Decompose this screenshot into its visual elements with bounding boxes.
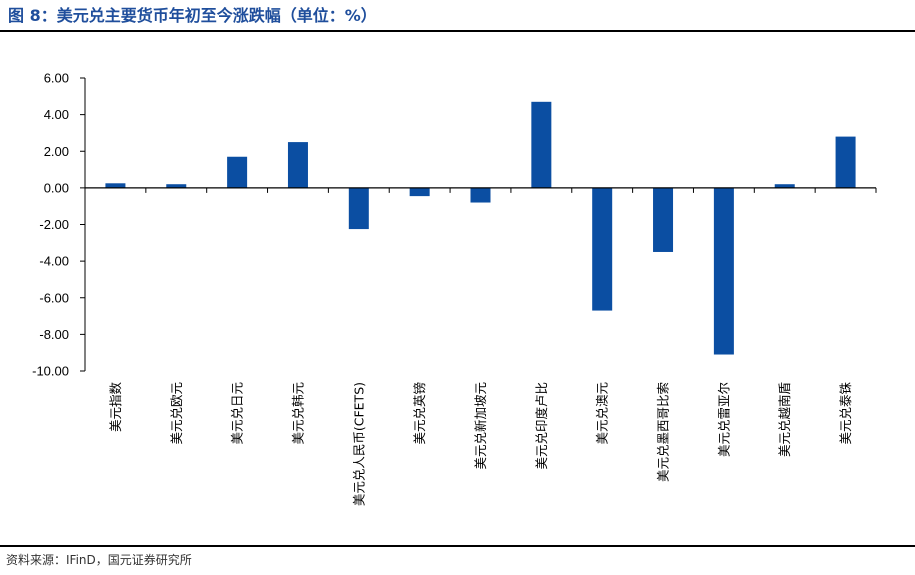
- bar: [166, 184, 187, 188]
- x-axis: [84, 187, 877, 193]
- y-tick-label: -4.00: [39, 254, 69, 269]
- category-label: 美元兑雷亚尔: [716, 382, 731, 457]
- y-tick-label: 6.00: [44, 71, 69, 86]
- category-label: 美元兑人民币(CFETS): [351, 382, 366, 506]
- bar: [592, 187, 613, 311]
- y-axis: 6.00 4.00 2.00 0.00 -2.00 -4.00 -6.00 -8.00 -10.…: [32, 71, 86, 379]
- bar: [348, 187, 369, 230]
- chart-title: 图 8：美元兑主要货币年初至今涨跌幅（单位：%）: [8, 6, 377, 25]
- category-label: 美元兑墨西哥比索: [656, 382, 671, 482]
- bars: [105, 101, 856, 355]
- bar: [653, 187, 674, 252]
- bar-chart: 6.00 4.00 2.00 0.00 -2.00 -4.00 -6.00 -8.00 -10.…: [32, 71, 877, 507]
- bar: [470, 187, 491, 203]
- bar: [105, 183, 126, 188]
- bar: [713, 187, 734, 355]
- bar: [531, 101, 552, 188]
- bottom-divider: [0, 545, 915, 547]
- y-tick-label: -10.00: [32, 364, 69, 379]
- y-tick-label: -8.00: [39, 327, 69, 342]
- category-label: 美元兑韩元: [290, 382, 305, 445]
- bar: [409, 187, 430, 197]
- y-tick-label: -6.00: [39, 290, 69, 305]
- category-label: 美元指数: [108, 382, 123, 433]
- category-label: 美元兑欧元: [169, 382, 184, 445]
- category-label: 美元兑泰铢: [838, 382, 853, 445]
- y-tick-label: -2.00: [39, 217, 69, 232]
- bar: [774, 184, 795, 188]
- y-tick-label: 4.00: [44, 107, 69, 122]
- category-label: 美元兑越南盾: [777, 382, 792, 457]
- y-tick-label: 0.00: [44, 180, 69, 195]
- bar: [287, 142, 308, 188]
- category-label: 美元兑日元: [230, 382, 245, 445]
- category-label: 美元兑印度卢比: [534, 382, 549, 470]
- bar: [227, 156, 248, 188]
- category-label: 美元兑新加坡元: [473, 382, 488, 470]
- category-labels: 美元指数 美元兑欧元 美元兑日元 美元兑韩元 美元兑人民币(CFETS) 美元兑英镑 美元兑…: [108, 382, 853, 507]
- category-label: 美元兑英镑: [412, 382, 427, 445]
- source-note: 资料来源：IFinD，国元证券研究所: [6, 553, 192, 567]
- bar: [835, 136, 856, 188]
- category-label: 美元兑澳元: [595, 382, 610, 445]
- y-tick-label: 2.00: [44, 144, 69, 159]
- top-divider: [0, 30, 915, 32]
